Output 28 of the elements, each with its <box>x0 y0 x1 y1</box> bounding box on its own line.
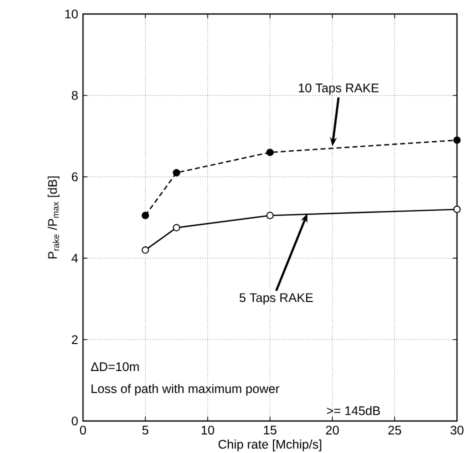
y-tick-label: 2 <box>72 335 78 344</box>
annotation: Loss of path with maximum power <box>92 384 280 396</box>
x-tick-label: 20 <box>326 426 339 435</box>
point <box>453 136 461 144</box>
point <box>453 206 461 214</box>
x-tick-label: 10 <box>202 426 214 435</box>
x-tick-label: 5 <box>142 426 148 434</box>
y-tick-label: 0 <box>72 416 78 426</box>
annotation: >= 145dB <box>327 406 380 416</box>
point <box>142 246 150 254</box>
y-tick-label: 8 <box>72 90 78 100</box>
x-tick-label: 25 <box>388 426 402 435</box>
x-tick-label: 0 <box>80 426 86 435</box>
point <box>172 224 180 232</box>
y-axis-title: P$_{rake}$ /P$_{max}$ [dB] <box>48 176 60 258</box>
x-tick-label: 15 <box>264 426 276 434</box>
y-tick-label: 4 <box>72 254 78 262</box>
y-tick-label: 6 <box>72 172 78 182</box>
annotation: 5 Taps RAKE <box>240 293 313 305</box>
point <box>266 148 274 156</box>
y-tick-label: 10 <box>65 10 78 18</box>
point <box>172 169 180 176</box>
x-axis-title: Chip rate [Mchip/s] <box>218 440 322 452</box>
point <box>142 212 150 220</box>
annotation: ΔD=10m <box>90 362 139 372</box>
point <box>266 212 274 220</box>
annotation: 10 Taps RAKE <box>298 84 379 95</box>
x-tick-label: 30 <box>450 426 464 435</box>
